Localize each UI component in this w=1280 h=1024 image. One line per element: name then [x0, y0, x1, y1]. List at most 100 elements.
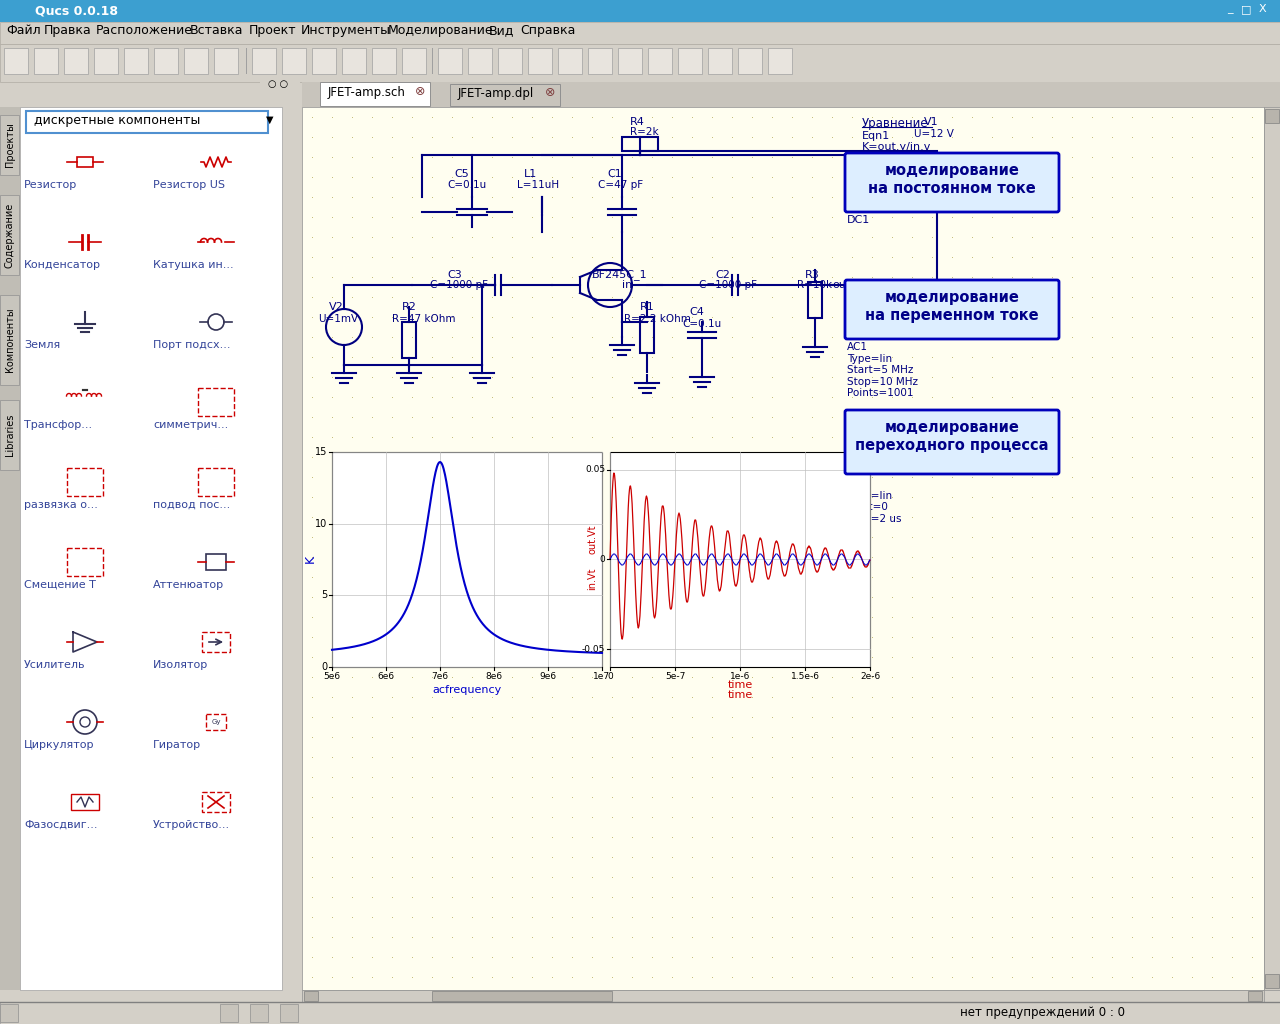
Text: 0: 0	[321, 662, 326, 672]
Bar	[67, 468, 102, 496]
Text: R=10k: R=10k	[797, 280, 832, 290]
Text: дискретные компоненты: дискретные компоненты	[35, 114, 201, 127]
Bar	[312, 48, 335, 74]
Bar	[64, 48, 88, 74]
Text: Инструменты: Инструменты	[301, 24, 390, 37]
Bar	[438, 48, 462, 74]
Text: C4: C4	[689, 307, 704, 317]
Text: Изолятор: Изолятор	[154, 660, 209, 670]
Text: 5e-7: 5e-7	[664, 672, 685, 681]
Bar	[0, 44, 1280, 82]
FancyBboxPatch shape	[845, 280, 1059, 339]
Bar	[0, 1002, 1280, 1024]
Text: Катушка ин...: Катушка ин...	[154, 260, 234, 270]
Text: симметрич...: симметрич...	[154, 420, 228, 430]
Bar	[260, 78, 300, 90]
Bar	[154, 48, 178, 74]
Bar	[0, 295, 19, 385]
Bar	[35, 48, 58, 74]
FancyBboxPatch shape	[845, 410, 1059, 474]
Bar	[305, 991, 317, 1001]
Text: Гиратор: Гиратор	[154, 740, 201, 750]
Text: развязка о...: развязка о...	[24, 500, 97, 510]
Text: переходного процесса: переходного процесса	[855, 438, 1048, 453]
Text: 15: 15	[315, 447, 326, 457]
Bar	[20, 106, 282, 990]
Bar	[402, 48, 426, 74]
Bar	[26, 111, 268, 133]
Text: ⊗: ⊗	[545, 86, 556, 99]
Bar	[214, 48, 238, 74]
Text: Вид: Вид	[489, 24, 515, 37]
Bar	[206, 714, 227, 730]
Bar	[1248, 991, 1262, 1001]
Text: на переменном токе: на переменном токе	[865, 308, 1039, 323]
Bar	[0, 400, 19, 470]
Text: Расположение: Расположение	[96, 24, 193, 37]
Bar	[0, 195, 19, 275]
Bar	[739, 48, 762, 74]
Bar	[498, 48, 522, 74]
Text: Компоненты: Компоненты	[5, 307, 15, 373]
Text: ⊗: ⊗	[415, 85, 425, 98]
Text: Проект: Проект	[250, 24, 297, 37]
Text: Справка: Справка	[520, 24, 576, 37]
Bar	[70, 794, 99, 810]
Text: TR1
Type=lin
Start=0
Stop=2 us: TR1 Type=lin Start=0 Stop=2 us	[847, 479, 901, 524]
Text: AC1
Type=lin
Start=5 MHz
Stop=10 MHz
Points=1001: AC1 Type=lin Start=5 MHz Stop=10 MHz Poi…	[847, 342, 918, 398]
Text: time: time	[727, 690, 753, 700]
Text: Смещение Т: Смещение Т	[24, 580, 96, 590]
Text: C=1000 pF: C=1000 pF	[699, 280, 756, 290]
Bar	[611, 452, 870, 667]
Bar	[451, 84, 561, 106]
Text: □: □	[1240, 4, 1252, 14]
Text: Усилитель: Усилитель	[24, 660, 86, 670]
Text: acfrequency: acfrequency	[433, 685, 502, 695]
Text: на постоянном токе: на постоянном токе	[868, 181, 1036, 196]
Text: Конденсатор: Конденсатор	[24, 260, 101, 270]
Text: Аттенюатор: Аттенюатор	[154, 580, 224, 590]
Bar	[67, 548, 102, 575]
Bar	[372, 48, 396, 74]
Bar	[0, 106, 20, 990]
Text: Устройство...: Устройство...	[154, 820, 230, 830]
Text: U=12 V: U=12 V	[914, 129, 954, 139]
Text: ▼: ▼	[266, 115, 274, 125]
Bar	[302, 106, 1265, 990]
Text: Eqn1: Eqn1	[861, 131, 891, 141]
Text: C5: C5	[454, 169, 468, 179]
Text: -0.05: -0.05	[581, 644, 605, 653]
Bar	[808, 282, 822, 318]
Text: X: X	[1258, 4, 1266, 14]
Text: 5: 5	[321, 590, 326, 600]
Text: JFET-amp.dpl: JFET-amp.dpl	[458, 87, 534, 100]
Text: Содержание: Содержание	[5, 203, 15, 267]
Text: K: K	[303, 555, 316, 563]
Text: R=2k: R=2k	[630, 127, 659, 137]
Bar	[302, 82, 1280, 106]
Text: Трансфор...: Трансфор...	[24, 420, 92, 430]
Text: R=2.2 kOhm: R=2.2 kOhm	[625, 314, 691, 324]
Bar	[588, 48, 612, 74]
Bar	[250, 1004, 268, 1022]
Bar	[124, 48, 148, 74]
Text: 2e-6: 2e-6	[860, 672, 881, 681]
Bar	[198, 388, 234, 416]
Text: C3: C3	[447, 270, 462, 280]
Bar	[332, 452, 602, 667]
Text: Фазосдвиг...: Фазосдвиг...	[24, 820, 97, 830]
Bar	[768, 48, 792, 74]
Text: C2: C2	[716, 270, 730, 280]
Bar	[0, 22, 1280, 44]
Text: R=47 kOhm: R=47 kOhm	[392, 314, 456, 324]
Bar	[302, 990, 1265, 1002]
Text: Файл: Файл	[6, 24, 41, 37]
Text: моделирование: моделирование	[884, 163, 1019, 178]
Text: моделирование: моделирование	[884, 290, 1019, 305]
Text: R2: R2	[402, 302, 417, 312]
Text: R3: R3	[805, 270, 819, 280]
Text: L=11uH: L=11uH	[517, 180, 559, 190]
Text: Земля: Земля	[24, 340, 60, 350]
Text: Проекты: Проекты	[5, 123, 15, 168]
Text: Gy: Gy	[211, 719, 220, 725]
